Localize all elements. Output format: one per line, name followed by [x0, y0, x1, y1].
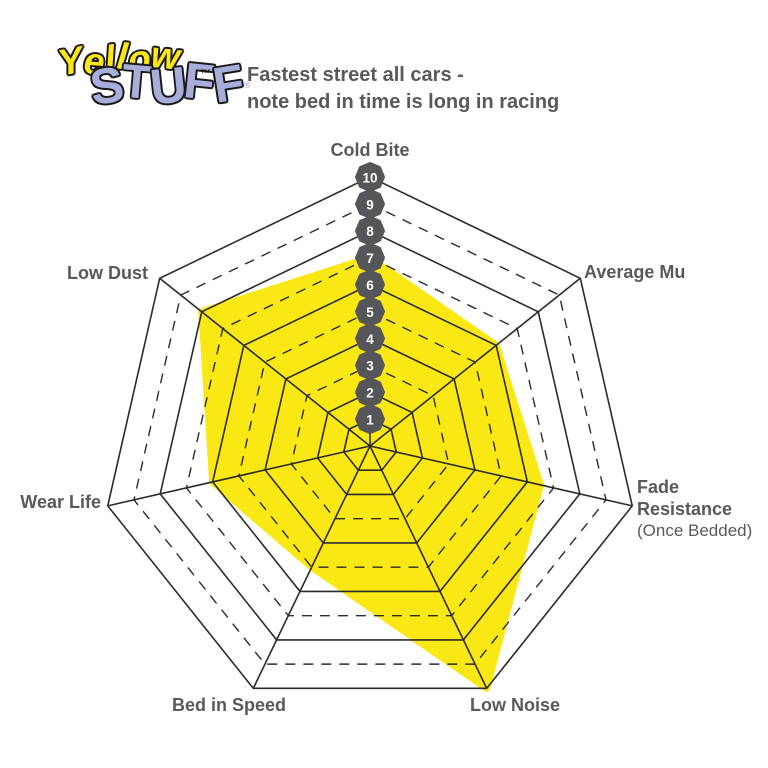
- axis-label-bed-in-speed: Bed in Speed: [171, 695, 287, 715]
- radar-grid-ring-4: [264, 337, 476, 544]
- radar-axis-spoke-5: [107, 445, 371, 507]
- scale-badge-7: [355, 242, 385, 273]
- chart-subtitle-line2: note bed in time is long in racing: [247, 91, 560, 113]
- scale-badge-6: [355, 269, 385, 300]
- radar-grid-ring-6: [211, 283, 529, 593]
- axis-label-fade-resistance: Fade Resistance (Once Bedded): [637, 476, 753, 542]
- scale-badge-4: [355, 323, 385, 354]
- scale-badge-label-2: 2: [366, 386, 374, 401]
- axis-label-fade-resistance-sub: (Once Bedded): [637, 521, 753, 540]
- scale-badge-9: [355, 188, 385, 219]
- scale-badge-label-7: 7: [366, 251, 374, 266]
- radar-axis-spoke-3: [369, 445, 488, 689]
- scale-badge-label-6: 6: [366, 278, 374, 293]
- chart-subtitle-line1: Fastest street all cars -: [247, 64, 464, 86]
- scale-badge-label-3: 3: [366, 359, 374, 374]
- scale-badge-label-5: 5: [366, 305, 374, 320]
- chart-subtitle: Fastest street all cars - note bed in ti…: [247, 62, 667, 116]
- axis-label-cold-bite: Cold Bite: [330, 140, 410, 160]
- scale-badge-2: [355, 377, 385, 408]
- radar-grid-ring-8: [159, 229, 581, 641]
- radar-data-polygon: [198, 254, 544, 692]
- radar-grid-ring-9: [133, 203, 607, 665]
- radar-grid-ring-2: [316, 391, 424, 496]
- scale-badge-label-10: 10: [362, 170, 377, 185]
- radar-grid-ring-10: [106, 176, 634, 690]
- radar-grid-ring-3: [290, 364, 450, 520]
- radar-axis-spoke-6: [159, 277, 371, 447]
- registered-symbol: ®: [244, 80, 251, 90]
- radar-grid-ring-1: [342, 418, 398, 472]
- radar-axis-spoke-4: [252, 445, 371, 689]
- axis-label-average-mu: Average Mu: [584, 262, 686, 282]
- scale-badge-5: [355, 296, 385, 327]
- radar-axis-spoke-2: [369, 445, 633, 507]
- radar-axis-spoke-1: [369, 277, 581, 447]
- axis-label-fade-resistance-main: Fade Resistance: [637, 477, 733, 519]
- scale-badge-label-9: 9: [366, 197, 374, 212]
- scale-badge-label-8: 8: [366, 224, 374, 239]
- scale-badge-8: [355, 215, 385, 246]
- trademark-symbol: ™: [200, 68, 211, 80]
- axis-label-low-dust: Low Dust: [67, 263, 148, 283]
- yellowstuff-logo: Yellow STUFF ™ ®: [48, 30, 250, 130]
- axis-label-low-noise: Low Noise: [469, 695, 560, 715]
- scale-badge-10: [355, 162, 385, 192]
- scale-badge-3: [355, 350, 385, 381]
- scale-badge-label-1: 1: [366, 412, 374, 427]
- scale-badge-label-4: 4: [366, 332, 374, 347]
- scale-badge-1: [355, 404, 385, 435]
- axis-label-wear-life: Wear Life: [20, 492, 101, 512]
